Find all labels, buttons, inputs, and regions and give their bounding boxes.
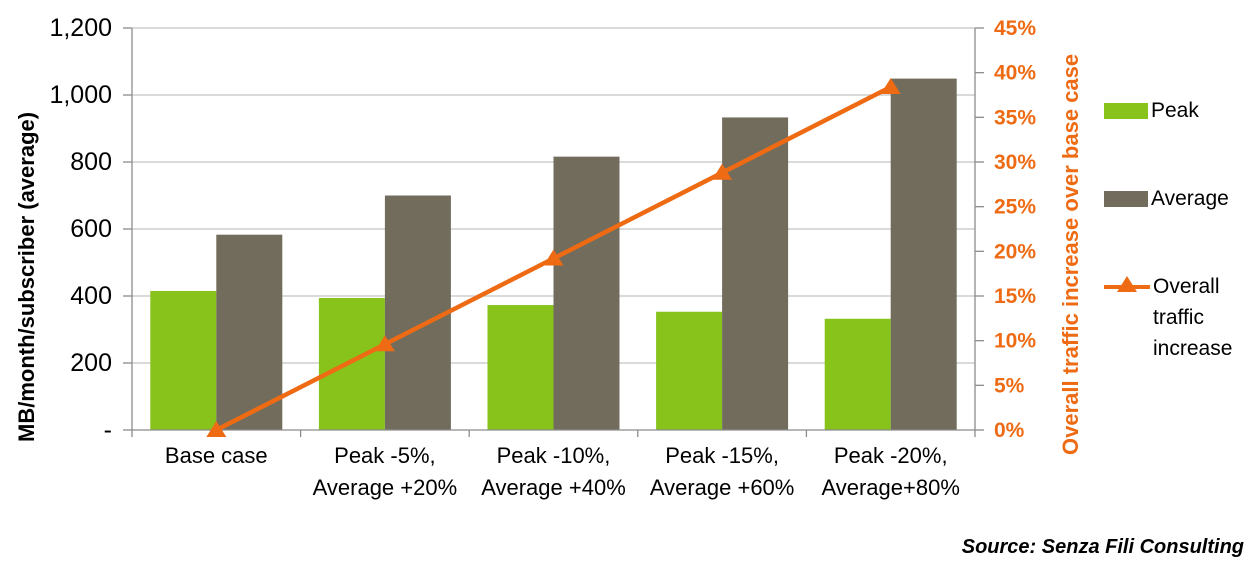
right-axis-title: Overall traffic increase over base case [1058,53,1083,455]
line-marker-icon [1104,272,1150,302]
left-tick-label: 1,200 [49,14,112,42]
right-tick-label: 40% [994,62,1036,85]
left-tick-label: 800 [70,148,112,176]
right-tick-label: 30% [994,151,1036,174]
right-tick-label: 25% [994,196,1036,219]
line-marker-0 [206,421,227,437]
line-marker-1 [374,335,395,352]
bar-peak-1 [318,298,385,430]
peak-swatch-icon [1104,103,1148,119]
bar-average-4 [890,78,957,431]
legend-label-peak: Peak [1151,99,1199,122]
right-tick-label: 20% [994,240,1036,263]
category-label-2: Peak -10%, Average +40% [481,443,626,500]
bar-average-3 [722,117,789,430]
legend-triangle-icon [1117,276,1137,292]
bar-peak-3 [656,311,723,430]
left-tick-label: 200 [70,349,112,377]
bar-average-1 [384,195,451,430]
legend-item-peak: Peak [1104,96,1199,126]
left-tick-label: - [104,416,112,444]
average-swatch-icon [1104,191,1148,207]
category-label-3: Peak -15%, Average +60% [650,443,795,500]
bar-average-2 [553,156,620,430]
bar-peak-0 [150,290,217,430]
left-axis-title: MB/month/subscriber (average) [14,111,39,442]
bar-peak-4 [824,318,891,430]
left-tick-label: 1,000 [49,81,112,109]
left-tick-label: 400 [70,282,112,310]
line-marker-3 [712,163,733,180]
legend-item-average: Average [1104,184,1229,214]
left-tick-label: 600 [70,215,112,243]
bar-average-0 [216,234,283,430]
category-label-0: Base case [165,443,268,468]
line-marker-2 [543,249,564,266]
line-marker-4 [880,77,901,94]
legend-label-average: Average [1151,187,1229,210]
category-label-4: Peak -20%, Average+80% [821,443,959,500]
bar-peak-2 [487,305,554,430]
right-tick-label: 15% [994,285,1036,308]
category-label-1: Peak -5%, Average +20% [313,443,458,500]
legend-item-overall-traffic: Overall traffic increase [1104,272,1253,364]
right-tick-label: 5% [994,374,1025,397]
right-tick-label: 35% [994,106,1036,129]
legend-label-overall-traffic: Overall traffic increase [1153,275,1233,360]
right-tick-label: 10% [994,330,1036,353]
right-tick-label: 45% [994,17,1036,40]
source-attribution: Source: Senza Fili Consulting [961,536,1244,558]
right-tick-label: 0% [994,419,1025,442]
